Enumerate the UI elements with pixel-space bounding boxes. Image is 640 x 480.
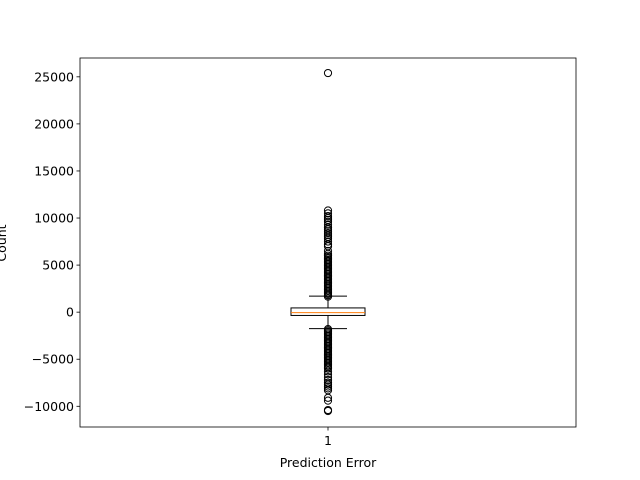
x-tick-label: 1 <box>324 433 332 448</box>
y-tick-label: 0 <box>66 305 74 320</box>
outlier-point <box>323 364 333 373</box>
y-axis: −10000 −5000 0 5000 10000 15000 20000 25000 <box>24 69 80 414</box>
iqr-box <box>290 307 366 316</box>
y-tick-label: 15000 <box>34 163 74 178</box>
x-axis-label: Prediction Error <box>280 455 377 470</box>
y-tick-label: 25000 <box>34 69 74 84</box>
outlier-point <box>323 375 333 385</box>
outlier-point <box>323 370 333 379</box>
x-axis: 1 <box>324 427 332 448</box>
outlier-point <box>323 220 333 229</box>
outlier-point <box>323 237 333 246</box>
y-axis-label: Count <box>0 224 9 261</box>
outlier-point <box>323 367 333 376</box>
outlier-point <box>323 393 333 402</box>
y-tick-label: 5000 <box>42 258 74 273</box>
plot-area <box>290 68 366 416</box>
y-tick-label: −5000 <box>32 352 74 367</box>
outlier-point <box>323 212 333 221</box>
outlier-point <box>323 68 333 78</box>
outlier-point <box>323 406 333 416</box>
outlier-point <box>323 209 333 218</box>
y-tick-label: −10000 <box>24 399 74 414</box>
y-tick-label: 20000 <box>34 116 74 131</box>
outlier-point <box>323 396 333 405</box>
outlier-point <box>323 206 333 215</box>
y-tick-label: 10000 <box>34 211 74 226</box>
outlier-point <box>323 246 333 256</box>
